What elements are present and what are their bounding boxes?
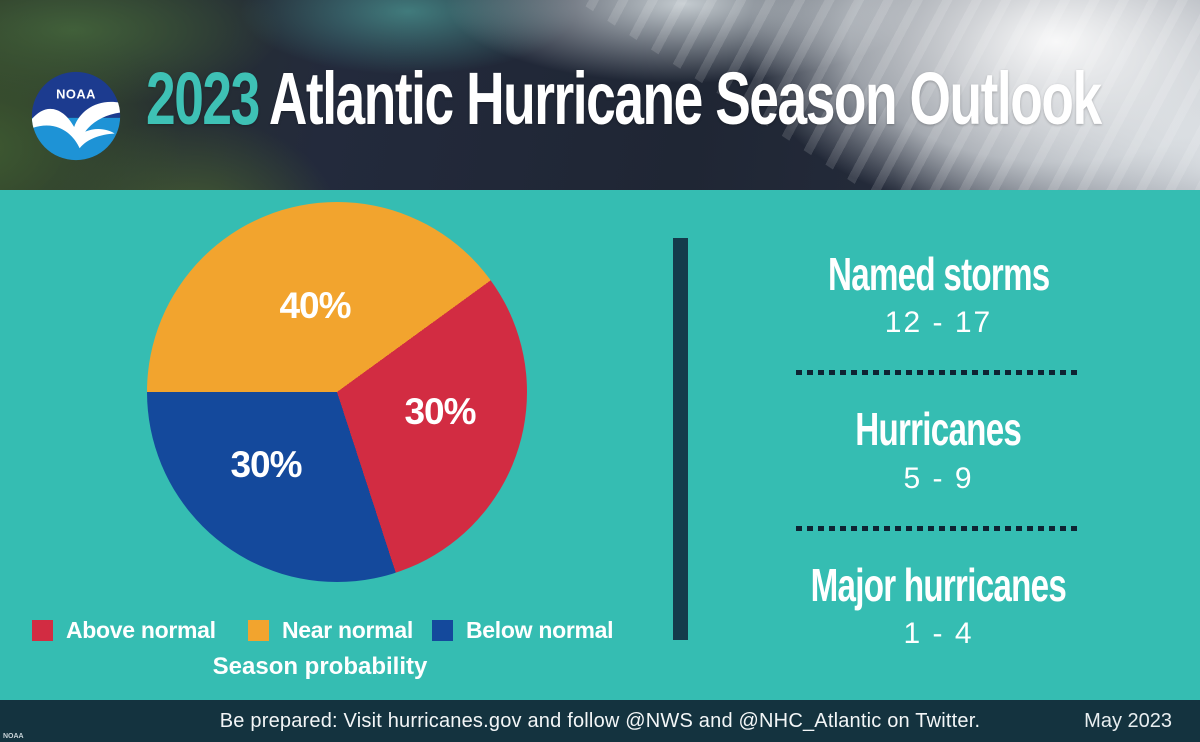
stat-label-major-hurricanes: Major hurricanes <box>810 558 1067 611</box>
pie-label-above-normal: 30% <box>404 391 476 432</box>
legend-item-below-normal: Below normal <box>432 617 614 644</box>
footer-message: Be prepared: Visit hurricanes.gov and fo… <box>219 710 981 732</box>
pie-label-near-normal: 40% <box>279 285 351 326</box>
stat-major-hurricanes: Major hurricanes 1 - 4 <box>761 558 1116 651</box>
footer-credit: NOAA <box>3 733 24 740</box>
pie-chart: 40% 30% 30% <box>147 202 527 582</box>
legend-swatch-above-normal <box>32 620 53 641</box>
footer-bar: Be prepared: Visit hurricanes.gov and fo… <box>0 700 1200 742</box>
outlook-stats-panel: Named storms 12 - 17 Hurricanes 5 - 9 Ma… <box>686 238 1191 651</box>
noaa-logo-text: NOAA <box>56 87 96 102</box>
legend-label-below-normal: Below normal <box>466 617 614 643</box>
season-probability-panel: 40% 30% 30% Above normal Near normal Bel… <box>0 190 660 700</box>
legend-swatch-below-normal <box>432 620 453 641</box>
stat-range-major-hurricanes: 1 - 4 <box>903 616 974 650</box>
title-text: Atlantic Hurricane Season Outlook <box>268 57 1102 140</box>
footer-date: May 2023 <box>1084 710 1172 732</box>
page-title: 2023 Atlantic Hurricane Season Outlook <box>146 57 1102 140</box>
stat-range-hurricanes: 5 - 9 <box>903 461 974 495</box>
stat-range-named-storms: 12 - 17 <box>884 306 993 340</box>
pie-label-below-normal: 30% <box>230 444 302 485</box>
legend-label-above-normal: Above normal <box>66 617 216 643</box>
legend-swatch-near-normal <box>248 620 269 641</box>
dotted-separator <box>796 370 1081 376</box>
header-banner: NOAA 2023 Atlantic Hurricane Season Outlo… <box>0 0 1200 190</box>
noaa-logo-icon: NOAA <box>31 71 121 161</box>
title-year: 2023 <box>146 57 260 140</box>
legend-label-near-normal: Near normal <box>282 617 413 643</box>
legend-item-above-normal: Above normal <box>32 617 216 644</box>
legend-item-near-normal: Near normal <box>248 617 413 644</box>
dotted-separator <box>796 525 1081 531</box>
chart-title: Season probability <box>212 653 428 680</box>
stat-hurricanes: Hurricanes 5 - 9 <box>823 405 1053 495</box>
stat-named-storms: Named storms 12 - 17 <box>785 250 1093 340</box>
satellite-background-image <box>0 0 1200 190</box>
vertical-divider <box>673 238 688 640</box>
stat-label-named-storms: Named storms <box>827 248 1050 300</box>
noaa-logo: NOAA <box>30 70 122 162</box>
stat-label-hurricanes: Hurricanes <box>855 403 1023 456</box>
